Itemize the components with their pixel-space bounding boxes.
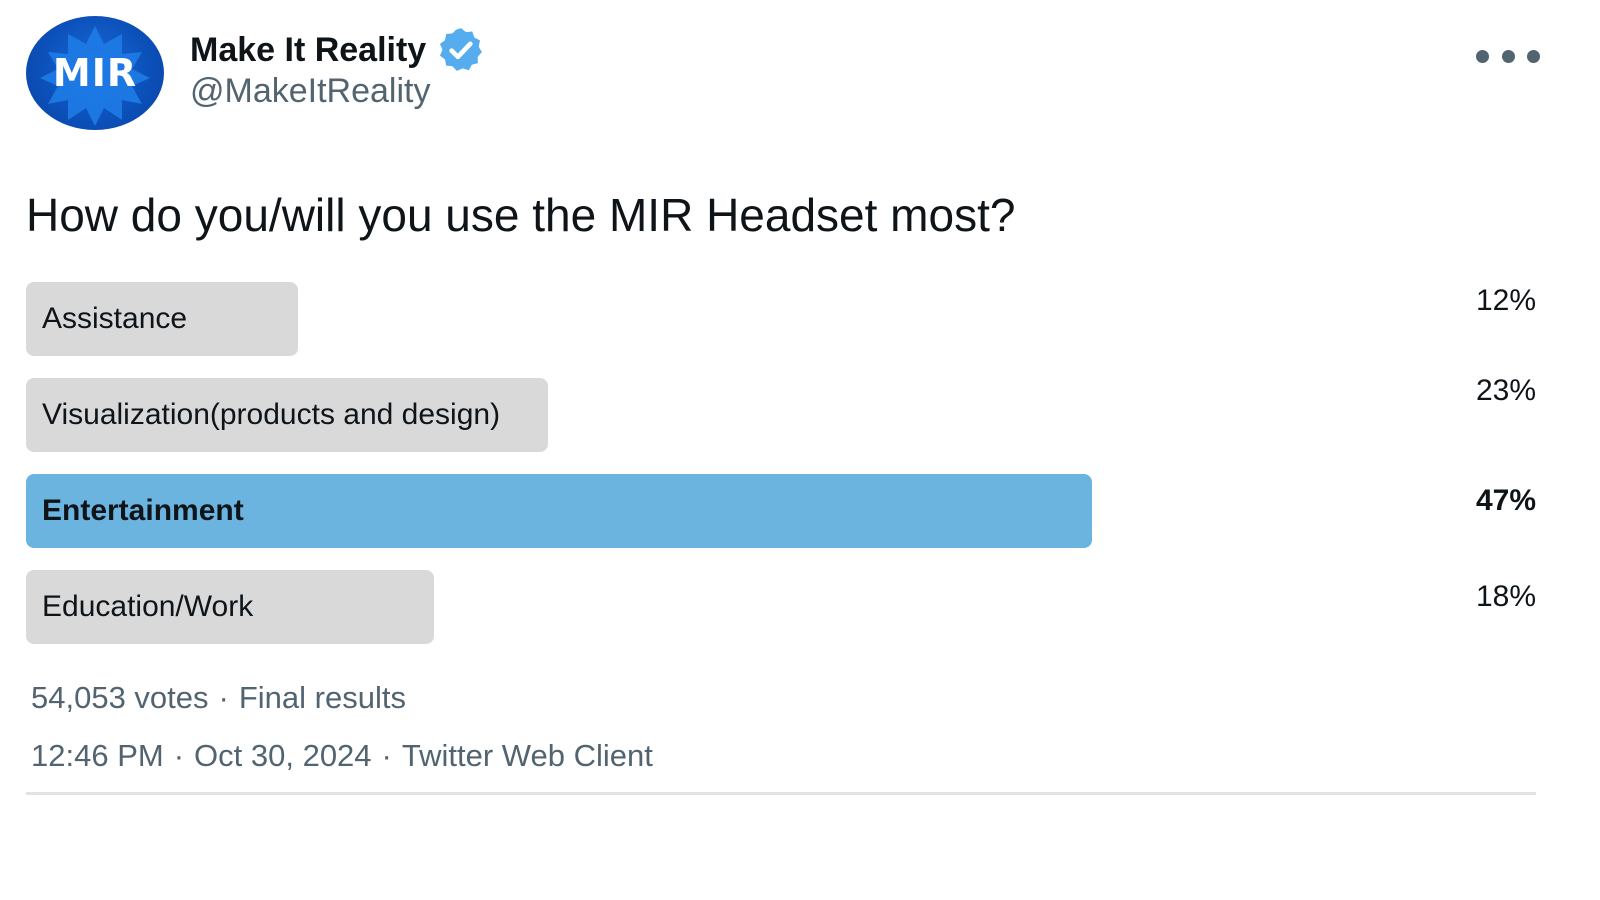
more-dots-icon[interactable] xyxy=(1476,40,1540,72)
poll-option-label: Education/Work xyxy=(42,590,254,623)
tweet-date[interactable]: Oct 30, 2024 xyxy=(194,738,372,773)
tweet-client: Twitter Web Client xyxy=(401,738,653,773)
poll-option-percent: 12% xyxy=(1475,284,1536,317)
avatar[interactable]: MIR xyxy=(26,16,164,130)
author-handle[interactable]: @MakeItReality xyxy=(190,72,431,110)
poll-option-bar xyxy=(26,474,1092,548)
dot xyxy=(1527,49,1540,63)
poll-option-bar xyxy=(26,282,298,356)
poll-option-education: Education/Work 18% xyxy=(26,570,1536,644)
separator-dot: · xyxy=(173,738,185,773)
poll-option-visualization: Visualization(products and design) 23% xyxy=(26,374,1536,452)
dot xyxy=(1476,49,1489,63)
divider xyxy=(26,792,1536,795)
poll-option-label: Assistance xyxy=(42,302,188,335)
display-name[interactable]: Make It Reality xyxy=(190,30,427,69)
poll-summary: 54,053 votes · Final results xyxy=(31,680,406,716)
poll-option-bar xyxy=(26,570,434,644)
poll-option-bar xyxy=(26,378,548,452)
tweet-time[interactable]: 12:46 PM xyxy=(31,738,164,773)
avatar-logo-text: MIR xyxy=(52,51,138,95)
badge-burst-icon xyxy=(40,26,150,126)
verified-badge-icon xyxy=(440,28,483,71)
dot xyxy=(1501,49,1515,63)
separator-dot: · xyxy=(381,738,392,773)
poll-option-percent: 18% xyxy=(1475,580,1536,613)
tweet-timestamp: 12:46 PM · Oct 30, 2024 · Twitter Web Client xyxy=(31,738,653,774)
author-name-row: Make It Reality xyxy=(190,28,486,72)
poll-option-percent: 47% xyxy=(1475,484,1536,517)
vote-count: 54,053 votes xyxy=(31,680,209,715)
poll-option-assistance: Assistance 12% xyxy=(26,282,1536,356)
poll-option-entertainment: Entertainment 47% xyxy=(26,474,1536,548)
poll-option-label: Visualization(products and design) xyxy=(42,398,501,431)
poll-option-percent: 23% xyxy=(1475,374,1536,407)
poll-option-label: Entertainment xyxy=(42,494,244,527)
poll-question: How do you/will you use the MIR Headset … xyxy=(26,189,1016,241)
poll-status: Final results xyxy=(238,680,406,715)
separator-dot: · xyxy=(218,680,229,715)
